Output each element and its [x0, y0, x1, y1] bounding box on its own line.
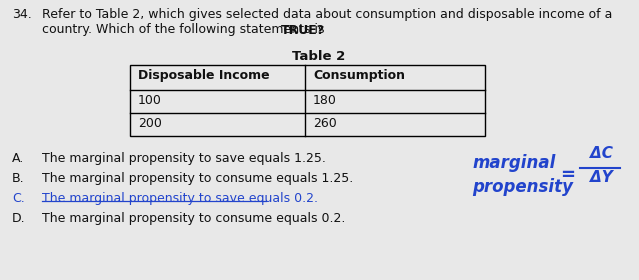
- Text: 200: 200: [138, 117, 162, 130]
- Text: The marginal propensity to consume equals 1.25.: The marginal propensity to consume equal…: [42, 172, 353, 185]
- Text: The marginal propensity to consume equals 0.2.: The marginal propensity to consume equal…: [42, 212, 345, 225]
- Text: 180: 180: [313, 94, 337, 107]
- Text: B.: B.: [12, 172, 25, 185]
- Text: ΔC: ΔC: [590, 146, 613, 161]
- Text: ΔY: ΔY: [590, 170, 613, 185]
- Text: The marginal propensity to save equals 0.2.: The marginal propensity to save equals 0…: [42, 192, 318, 205]
- Text: Refer to Table 2, which gives selected data about consumption and disposable inc: Refer to Table 2, which gives selected d…: [42, 8, 612, 21]
- Text: country. Which of the following statements is: country. Which of the following statemen…: [42, 24, 328, 36]
- Bar: [130, 65, 485, 136]
- Text: Table 2: Table 2: [293, 50, 346, 63]
- Text: A.: A.: [12, 152, 24, 165]
- Text: The marginal propensity to save equals 1.25.: The marginal propensity to save equals 1…: [42, 152, 326, 165]
- Text: propensity: propensity: [472, 178, 573, 196]
- Text: Disposable Income: Disposable Income: [138, 69, 270, 82]
- Text: marginal: marginal: [472, 154, 555, 172]
- Text: =: =: [560, 166, 575, 184]
- Text: 260: 260: [313, 117, 337, 130]
- Text: D.: D.: [12, 212, 26, 225]
- Text: 34.: 34.: [12, 8, 32, 21]
- Text: 100: 100: [138, 94, 162, 107]
- Text: TRUE?: TRUE?: [281, 24, 325, 36]
- Text: C.: C.: [12, 192, 25, 205]
- Text: Consumption: Consumption: [313, 69, 405, 82]
